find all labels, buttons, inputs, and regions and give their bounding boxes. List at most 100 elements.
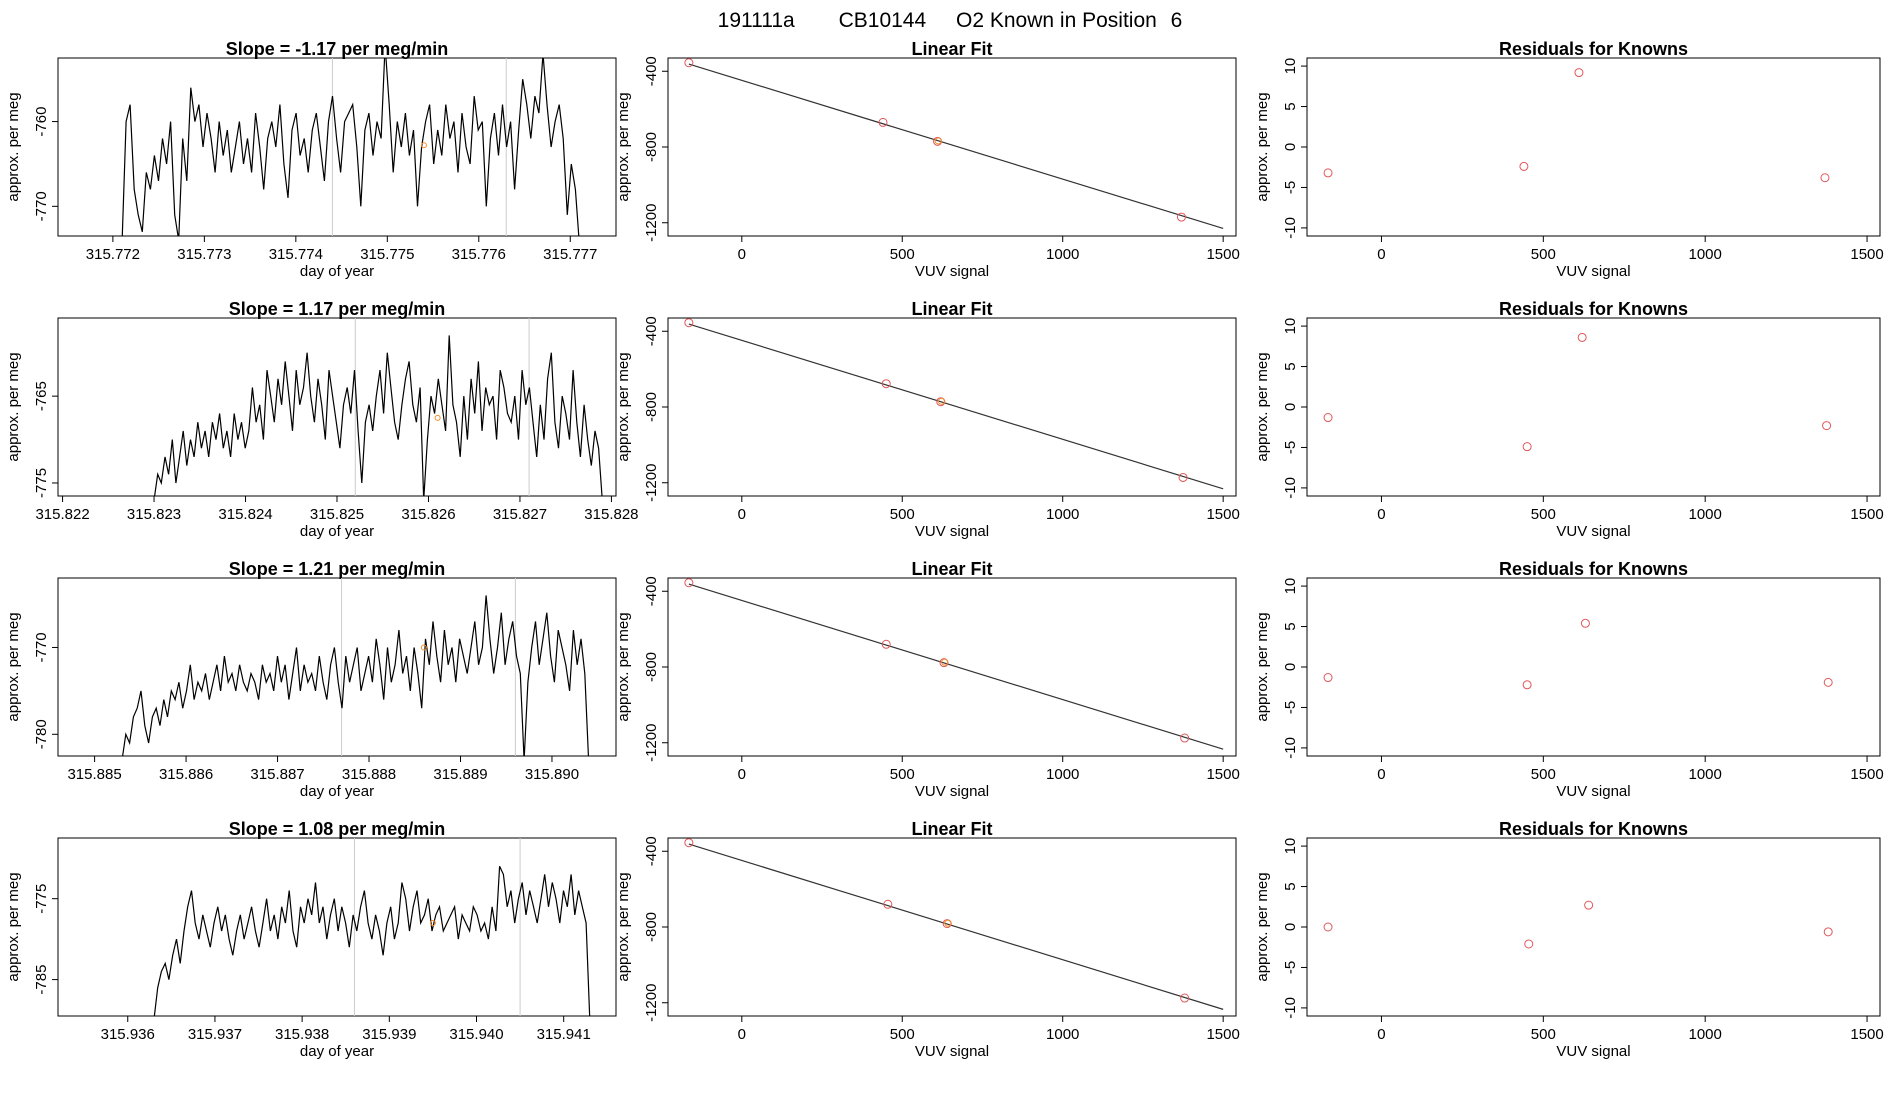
panel-fit-row-4: Linear Fit 0 500 1000 1500 -1200 -800 -400 VUV s…: [615, 819, 1240, 1060]
panel-fit-row-2: Linear Fit 0 500 1000 1500 -1200 -800 -400 VUV s…: [615, 299, 1240, 540]
data-point: [684, 318, 694, 328]
data-point: [1577, 332, 1587, 342]
y-tick-label: 0: [1282, 663, 1299, 671]
x-tick-label: 0: [738, 246, 746, 263]
plot-area: [122, 578, 590, 756]
highlight-point: [937, 397, 945, 405]
plot-frame: [57, 57, 617, 237]
plot-area: [1323, 900, 1833, 949]
x-tick-label: 1500: [1850, 506, 1883, 523]
x-axis-label: VUV signal: [1556, 1043, 1630, 1060]
x-tick-label: 1500: [1206, 1026, 1239, 1043]
x-tick-label: 1500: [1850, 1026, 1883, 1043]
panel-title: Linear Fit: [911, 819, 992, 839]
x-tick-label: 1500: [1850, 246, 1883, 263]
series-line: [121, 58, 580, 236]
data-point: [878, 117, 888, 127]
x-tick-label: 1500: [1206, 766, 1239, 783]
x-tick-label: 315.828: [584, 506, 638, 523]
x-tick-label: 1500: [1206, 246, 1239, 263]
y-axis-label: approx. per meg: [1254, 612, 1271, 721]
x-axis-label: VUV signal: [915, 783, 989, 800]
data-point: [684, 578, 694, 588]
y-tick-label: -5: [1282, 181, 1299, 194]
x-tick-label: 1000: [1046, 766, 1079, 783]
plot-area: [1323, 332, 1832, 452]
panel-residuals-row-2: Residuals for Knowns 0 500 1000 1500 -10 -5 0 5 1…: [1254, 299, 1884, 540]
highlight-point: [934, 137, 942, 145]
fit-line: [688, 63, 1224, 229]
x-tick-label: 315.777: [543, 246, 597, 263]
y-axis-label: approx. per meg: [5, 872, 22, 981]
y-axis-label: approx. per meg: [5, 352, 22, 461]
y-tick-label: -770: [33, 632, 50, 662]
y-tick-label: -1200: [643, 984, 660, 1022]
x-axis-label: VUV signal: [915, 263, 989, 280]
data-point: [1823, 677, 1833, 687]
x-axis-label: day of year: [300, 263, 374, 280]
x-tick-label: 315.939: [362, 1026, 416, 1043]
y-tick-label: -800: [643, 392, 660, 422]
plot-area: [121, 58, 580, 236]
y-tick-label: 0: [1282, 143, 1299, 151]
data-point: [1580, 618, 1590, 628]
x-tick-label: 0: [738, 1026, 746, 1043]
x-axis-label: day of year: [300, 783, 374, 800]
panel-residuals-row-3: Residuals for Knowns 0 500 1000 1500 -10 -5 0 5 1…: [1254, 559, 1884, 800]
y-tick-label: 5: [1282, 882, 1299, 890]
highlight-point: [941, 658, 949, 666]
y-tick-label: -400: [643, 836, 660, 866]
panel-title: Slope = 1.21 per meg/min: [229, 559, 446, 579]
panel-fit-row-3: Linear Fit 0 500 1000 1500 -1200 -800 -400 VUV s…: [615, 559, 1240, 800]
plot-frame: [667, 57, 1237, 237]
y-tick-label: 0: [1282, 403, 1299, 411]
data-point: [684, 58, 694, 68]
panel-title: Slope = 1.17 per meg/min: [229, 299, 446, 319]
plot-frame: [667, 837, 1237, 1017]
y-tick-label: -1200: [643, 724, 660, 762]
y-tick-label: 10: [1282, 578, 1299, 595]
x-tick-label: 0: [1377, 506, 1385, 523]
data-point: [1323, 922, 1333, 932]
x-tick-label: 1000: [1046, 506, 1079, 523]
figure-title: 191111a CB10144 O2 Known in Position 6: [718, 9, 1183, 32]
x-tick-label: 500: [1531, 506, 1556, 523]
x-tick-label: 315.826: [401, 506, 455, 523]
data-point: [1524, 939, 1534, 949]
y-tick-label: 5: [1282, 622, 1299, 630]
plot-frame: [57, 317, 617, 497]
x-tick-label: 315.825: [310, 506, 364, 523]
x-axis-label: VUV signal: [1556, 523, 1630, 540]
x-tick-label: 315.938: [275, 1026, 329, 1043]
data-point: [1176, 212, 1186, 222]
plot-frame: [1306, 317, 1881, 497]
series-line: [154, 335, 603, 496]
y-tick-label: -800: [643, 132, 660, 162]
plot-area: [1323, 618, 1833, 690]
x-axis-label: VUV signal: [1556, 783, 1630, 800]
x-tick-label: 315.889: [433, 766, 487, 783]
x-tick-label: 315.940: [449, 1026, 503, 1043]
y-tick-label: -770: [33, 191, 50, 221]
y-tick-label: -5: [1282, 701, 1299, 714]
x-tick-label: 1500: [1850, 766, 1883, 783]
y-tick-label: 5: [1282, 102, 1299, 110]
x-tick-label: 1000: [1688, 246, 1721, 263]
y-axis-label: approx. per meg: [5, 92, 22, 201]
x-tick-label: 315.827: [493, 506, 547, 523]
x-tick-label: 315.772: [86, 246, 140, 263]
y-axis-label: approx. per meg: [615, 872, 632, 981]
data-point: [1178, 472, 1188, 482]
x-tick-label: 500: [1531, 766, 1556, 783]
y-tick-label: 10: [1282, 318, 1299, 335]
panel-fit-row-1: Linear Fit 0 500 1000 1500 -1200 -800 -400 VUV s…: [615, 39, 1240, 280]
panel-title: Linear Fit: [911, 559, 992, 579]
x-tick-label: 315.773: [177, 246, 231, 263]
x-tick-label: 315.936: [101, 1026, 155, 1043]
data-point: [684, 838, 694, 848]
series-line: [153, 866, 591, 1016]
y-tick-label: 10: [1282, 838, 1299, 855]
y-axis-label: approx. per meg: [1254, 352, 1271, 461]
x-tick-label: 1000: [1688, 1026, 1721, 1043]
